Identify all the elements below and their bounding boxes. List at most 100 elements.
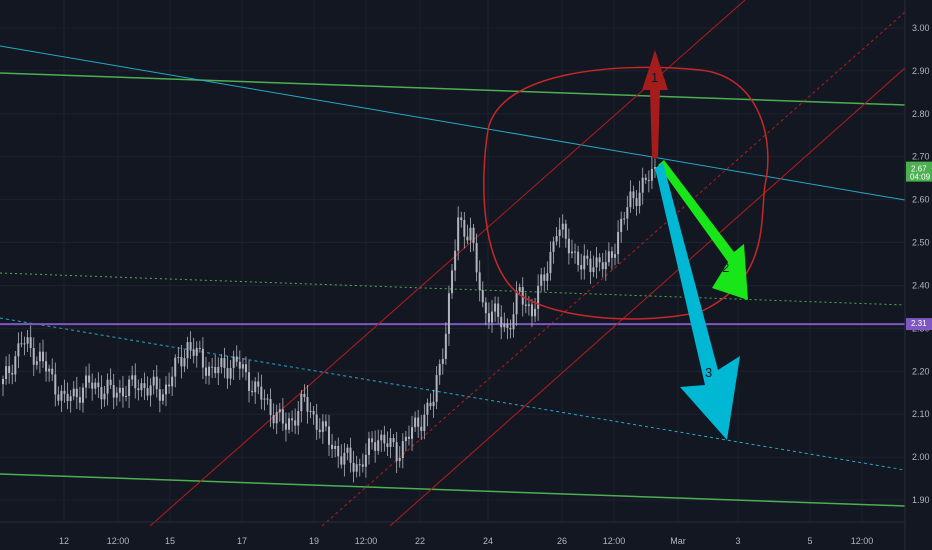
candle-body	[48, 368, 51, 372]
candle-body	[444, 333, 447, 359]
candle-body	[392, 437, 395, 443]
candle-body	[118, 387, 121, 393]
y-tick-label: 2.00	[912, 452, 930, 462]
teal-trend-line	[0, 45, 906, 201]
candle-body	[238, 361, 241, 369]
y-tick-label: 2.80	[912, 109, 930, 119]
candle-body	[435, 375, 438, 402]
candle-body	[340, 456, 343, 465]
candle-body	[291, 418, 294, 421]
candle-body	[417, 417, 420, 427]
candle-body	[306, 397, 309, 412]
y-tick-label: 3.00	[912, 23, 930, 33]
candle-body	[272, 415, 275, 424]
candle-body	[537, 285, 540, 309]
candle-body	[269, 399, 272, 416]
candle-body	[426, 402, 429, 415]
x-tick-label: 22	[415, 536, 425, 546]
y-tick-label: 2.20	[912, 366, 930, 376]
candle-body	[610, 251, 613, 258]
candle-body	[140, 383, 143, 391]
candle-body	[438, 363, 441, 376]
candle-body	[284, 423, 287, 430]
candle-body	[281, 409, 284, 424]
time-axis[interactable]: 12 12:00 15 17 19 12:00 22 24 26 12:00 Mar 3 5 12:00	[0, 521, 905, 546]
candle-body	[106, 379, 109, 394]
candle-body	[35, 361, 38, 365]
candle-body	[352, 462, 355, 472]
candle-body	[570, 251, 573, 254]
green-support-line	[0, 473, 906, 507]
x-tick-label: 12:00	[355, 536, 378, 546]
candle-body	[134, 375, 137, 389]
candle-body	[574, 251, 577, 253]
candle-body	[235, 356, 238, 362]
candle-body	[312, 410, 315, 415]
x-tick-label: 3	[735, 536, 740, 546]
arrow-2-label: 2	[722, 260, 729, 275]
candle-body	[180, 356, 183, 367]
candle-body	[192, 349, 195, 356]
candle-body	[223, 358, 226, 369]
candle-body	[128, 379, 131, 397]
candle-body	[161, 394, 164, 401]
candle-body	[349, 447, 352, 463]
grid	[0, 0, 905, 522]
candle-body	[527, 304, 530, 306]
candle-body	[20, 343, 23, 345]
x-tick-label: 24	[483, 536, 493, 546]
candle-body	[346, 447, 349, 453]
candle-body	[85, 375, 88, 388]
level-price-value: 2.31	[911, 319, 927, 328]
candle-body	[451, 270, 454, 294]
x-tick-label: 12:00	[851, 536, 874, 546]
price-axis[interactable]: 3.002.902.802.702.602.502.402.302.202.10…	[904, 0, 930, 550]
candle-body	[629, 191, 632, 208]
candle-body	[217, 366, 220, 374]
candle-body	[524, 304, 527, 306]
candle-body	[97, 382, 100, 388]
arrow-2	[658, 160, 748, 300]
candle-body	[45, 361, 48, 372]
candle-body	[411, 427, 414, 439]
candle-body	[617, 232, 620, 255]
candle-body	[51, 368, 54, 375]
candle-body	[638, 192, 641, 207]
candle-body	[88, 375, 91, 383]
candle-body	[109, 379, 112, 386]
candle-body	[266, 398, 269, 400]
candle-body	[189, 342, 192, 350]
candle-body	[530, 304, 533, 317]
level-price-tag	[906, 318, 932, 331]
candle-body	[420, 426, 423, 431]
candle-body	[371, 438, 374, 443]
candle-body	[288, 418, 291, 430]
candle-body	[650, 168, 653, 181]
candle-body	[201, 348, 204, 368]
candle-body	[155, 376, 158, 390]
candle-body	[229, 367, 232, 379]
candle-body	[26, 337, 29, 344]
candle-body	[546, 273, 549, 281]
candle-body	[654, 167, 656, 169]
candle-body	[121, 387, 124, 397]
candle-body	[647, 180, 650, 182]
candle-body	[592, 267, 595, 273]
candle-body	[131, 375, 134, 380]
candle-body	[41, 351, 44, 362]
candle-body	[29, 337, 32, 349]
candle-body	[186, 342, 189, 359]
candle-body	[567, 238, 570, 254]
candle-body	[343, 452, 346, 465]
candle-body	[500, 316, 503, 328]
candle-body	[580, 265, 583, 270]
candle-body	[595, 257, 598, 268]
candle-body	[355, 464, 358, 472]
candle-body	[81, 387, 84, 403]
candle-body	[315, 414, 318, 430]
candle-body	[260, 386, 263, 400]
candle-body	[564, 223, 567, 239]
candle-body	[460, 217, 463, 221]
